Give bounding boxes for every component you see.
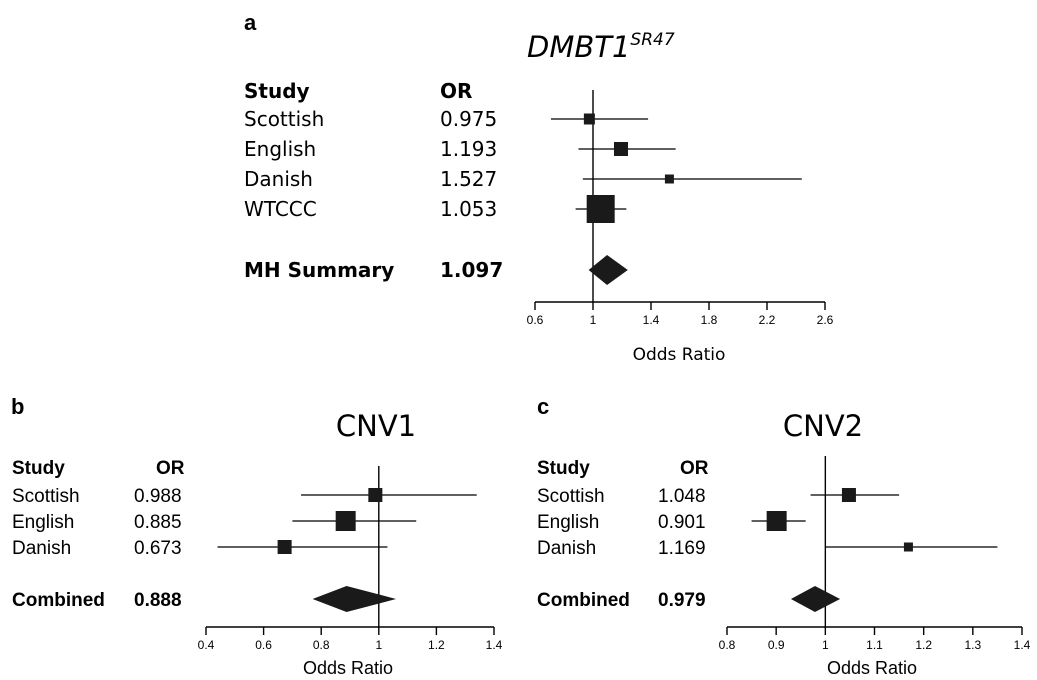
study-or-value: 0.673 xyxy=(134,538,182,559)
study-or-value: 1.048 xyxy=(658,486,706,507)
x-axis-label: Odds Ratio xyxy=(633,345,726,365)
or-column-header: OR xyxy=(156,458,185,479)
study-name: Danish xyxy=(12,538,71,559)
odds-ratio-marker xyxy=(766,511,787,531)
study-or-value: 1.053 xyxy=(440,197,497,221)
panel-title-main: DMBT1 xyxy=(527,30,630,64)
odds-ratio-marker xyxy=(277,540,292,554)
panel-label: b xyxy=(11,394,24,419)
forest-plot-area: 0.6 1 1.4 1.8 2.2 2.6 xyxy=(527,90,834,327)
x-tick-label: 1 xyxy=(590,313,597,327)
x-tick-label: 1.3 xyxy=(964,638,981,652)
forest-plot-area: 0.4 0.6 0.8 1 1.2 1.4 xyxy=(198,466,503,652)
x-tick-label: 1 xyxy=(375,638,382,652)
x-tick-label: 1.2 xyxy=(428,638,445,652)
study-or-value: 0.901 xyxy=(658,512,706,533)
panel-title: DMBT1SR47 xyxy=(527,30,675,64)
study-name: English xyxy=(12,512,74,533)
study-or-value: 0.975 xyxy=(440,107,497,131)
summary-or-value: 0.979 xyxy=(658,590,706,611)
x-tick-label: 0.9 xyxy=(768,638,785,652)
x-tick-label: 1.4 xyxy=(1014,638,1031,652)
or-column-header: OR xyxy=(440,79,472,103)
odds-ratio-marker xyxy=(335,511,356,531)
x-tick-label: 0.8 xyxy=(719,638,736,652)
study-name: English xyxy=(244,137,316,161)
study-or-value: 0.988 xyxy=(134,486,182,507)
x-tick-label: 1.8 xyxy=(701,313,718,327)
odds-ratio-marker xyxy=(613,142,628,156)
odds-ratio-marker xyxy=(586,195,615,223)
panel-title: CNV1 xyxy=(336,409,416,443)
panel-b: b CNV1 Study OR Scottish 0.988 English 0.88… xyxy=(11,394,503,678)
x-tick-label: 1.2 xyxy=(915,638,932,652)
study-column-header: Study xyxy=(244,79,310,103)
panel-label: a xyxy=(244,10,257,35)
study-rows: Scottish 1.048 English 0.901 Danish 1.169 Comb… xyxy=(537,486,706,611)
x-tick-label: 2.6 xyxy=(817,313,834,327)
study-rows: Scottish 0.975 English 1.193 Danish 1.527 WTCC… xyxy=(244,107,503,282)
x-axis-label: Odds Ratio xyxy=(303,658,393,678)
study-name: Scottish xyxy=(537,486,605,507)
study-name: English xyxy=(537,512,599,533)
summary-diamond xyxy=(790,586,841,612)
study-name: Scottish xyxy=(244,107,324,131)
odds-ratio-marker xyxy=(841,488,856,502)
x-tick-label: 0.6 xyxy=(255,638,272,652)
x-tick-label: 0.4 xyxy=(198,638,215,652)
or-column-header: OR xyxy=(680,458,709,479)
x-tick-label: 1.1 xyxy=(866,638,883,652)
summary-name: Combined xyxy=(12,590,105,611)
panel-title: CNV2 xyxy=(783,409,863,443)
summary-or-value: 1.097 xyxy=(440,258,503,282)
x-tick-label: 1.4 xyxy=(486,638,503,652)
panel-title-superscript: SR47 xyxy=(630,30,674,50)
study-or-value: 1.527 xyxy=(440,167,497,191)
x-axis-label: Odds Ratio xyxy=(827,658,917,678)
summary-diamond xyxy=(588,255,628,285)
study-column-header: Study xyxy=(537,458,590,479)
study-name: Danish xyxy=(537,538,596,559)
x-tick-label: 2.2 xyxy=(759,313,776,327)
study-name: Danish xyxy=(244,167,313,191)
panel-label: c xyxy=(537,394,549,419)
summary-diamond xyxy=(312,586,397,612)
study-or-value: 1.169 xyxy=(658,538,706,559)
summary-name: MH Summary xyxy=(244,258,394,282)
study-name: Scottish xyxy=(12,486,80,507)
odds-ratio-marker xyxy=(368,488,383,502)
x-tick-label: 0.6 xyxy=(527,313,544,327)
x-tick-label: 0.8 xyxy=(313,638,330,652)
panel-a: a DMBT1SR47 Study OR Scottish 0.975 Englis… xyxy=(244,10,834,365)
summary-name: Combined xyxy=(537,590,630,611)
odds-ratio-marker xyxy=(664,174,674,184)
summary-or-value: 0.888 xyxy=(134,590,182,611)
study-name: WTCCC xyxy=(244,197,317,221)
forest-plot-area: 0.8 0.9 1 1.1 1.2 1.3 1.4 xyxy=(719,456,1031,652)
x-tick-label: 1 xyxy=(822,638,829,652)
odds-ratio-marker xyxy=(583,113,595,125)
study-rows: Scottish 0.988 English 0.885 Danish 0.673 Comb… xyxy=(12,486,182,611)
odds-ratio-marker xyxy=(903,542,913,552)
study-or-value: 0.885 xyxy=(134,512,182,533)
x-tick-label: 1.4 xyxy=(643,313,660,327)
study-column-header: Study xyxy=(12,458,65,479)
study-or-value: 1.193 xyxy=(440,137,497,161)
